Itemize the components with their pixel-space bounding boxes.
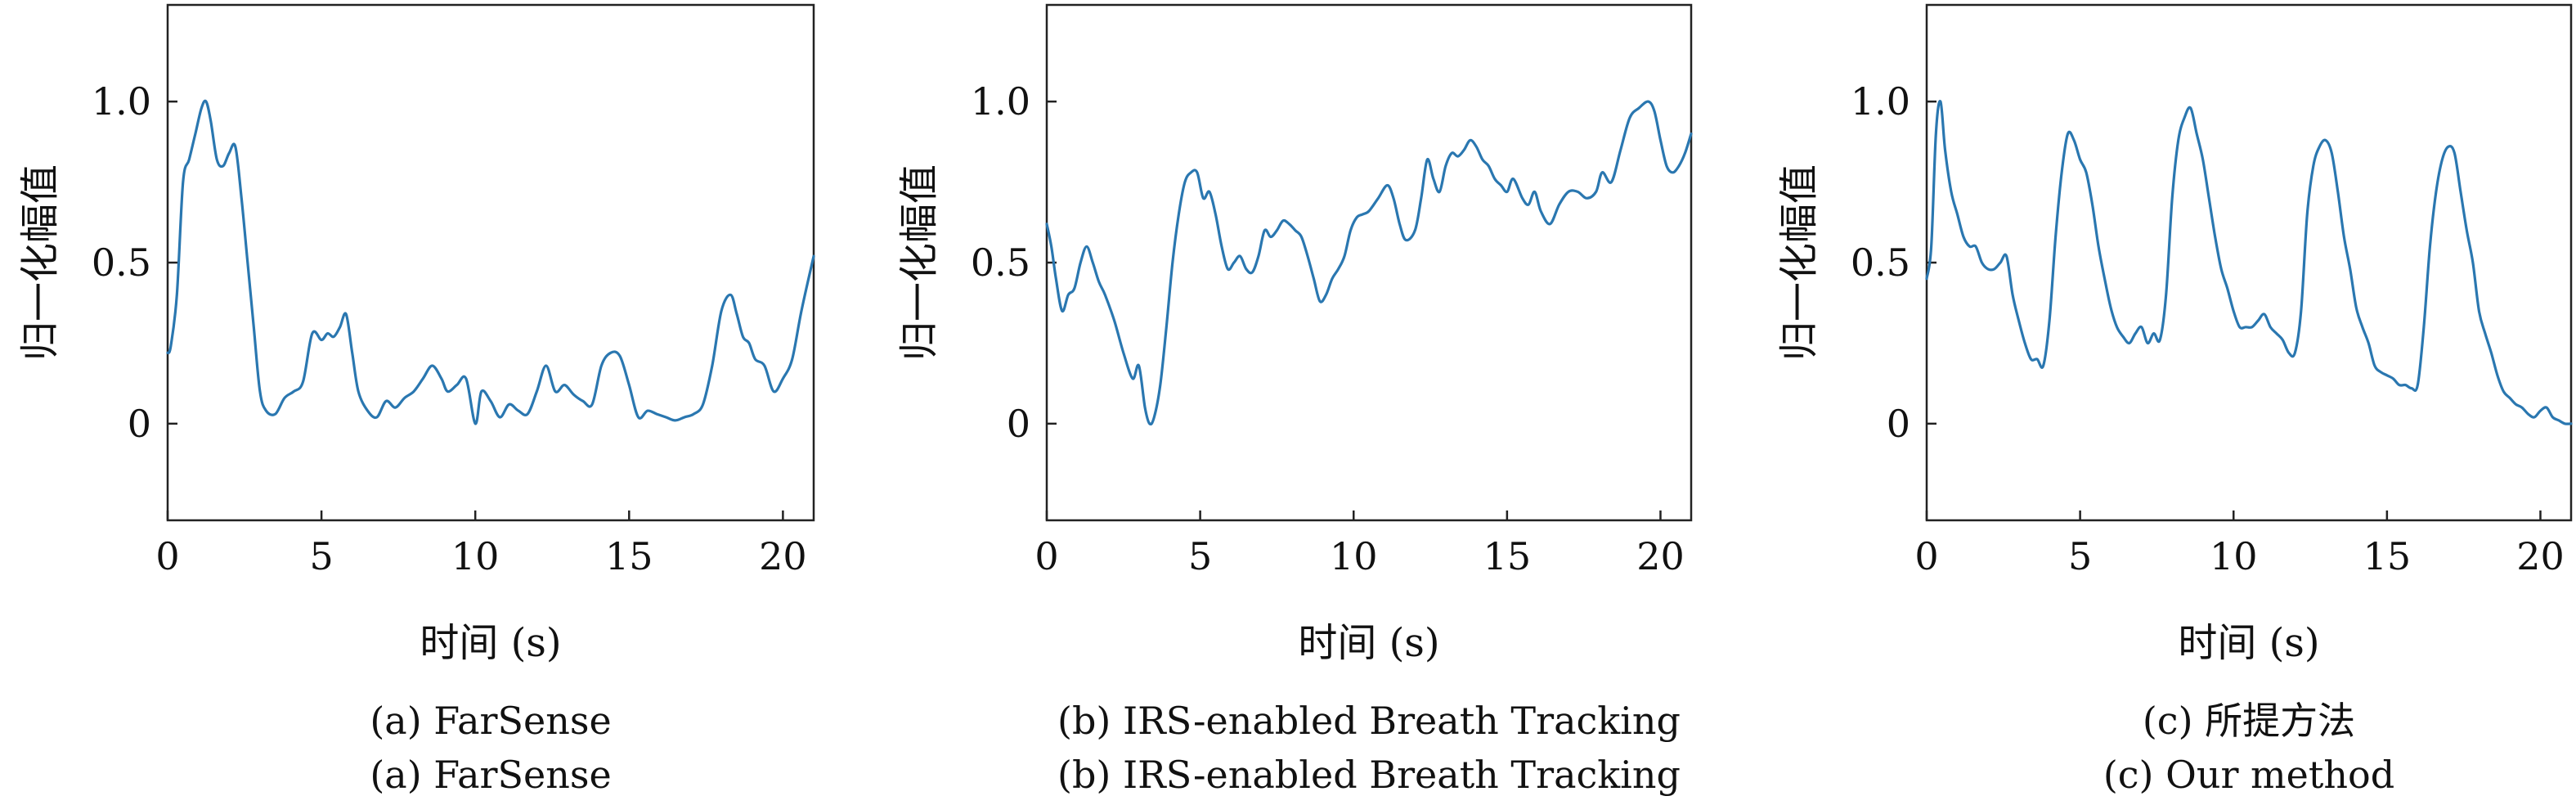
x-tick-label: 0 — [1034, 534, 1058, 578]
x-axis-label: 时间 (s) — [1298, 620, 1439, 666]
panel-caption: (b) IRS-enabled Breath Tracking — [1057, 753, 1681, 797]
x-tick-label: 5 — [1188, 534, 1212, 578]
panel-caption: (a) FarSense — [370, 753, 612, 797]
y-tick-label: 0 — [1007, 402, 1030, 446]
x-tick-label: 15 — [1483, 534, 1532, 578]
x-axis-label: 时间 (s) — [2178, 620, 2319, 666]
series-line — [166, 99, 815, 425]
y-tick-label: 0.5 — [971, 241, 1030, 285]
x-tick-label: 20 — [759, 534, 807, 578]
panel-caption: (b) IRS-enabled Breath Tracking — [1057, 699, 1681, 743]
panel-caption: (a) FarSense — [370, 699, 612, 743]
y-axis-label: 归一化幅值 — [896, 164, 942, 361]
series-line — [1925, 100, 2573, 425]
series-line — [1045, 100, 1693, 426]
panel-a: 0 5 10 15 20 0 0.5 1.0 时间 (s) 归一化幅值 — [17, 3, 815, 666]
plot-frame — [1045, 3, 1693, 522]
x-tick-label: 15 — [605, 534, 653, 578]
y-tick-label: 0 — [1887, 402, 1910, 446]
panel-caption: (c) Our method — [2103, 753, 2395, 797]
x-tick-label: 10 — [451, 534, 500, 578]
y-tick-label: 1.0 — [971, 79, 1030, 124]
y-axis-label: 归一化幅值 — [1776, 164, 1822, 361]
x-tick-label: 20 — [1636, 534, 1685, 578]
x-tick-label: 5 — [2068, 534, 2092, 578]
x-tick-label: 15 — [2363, 534, 2412, 578]
x-tick-label: 20 — [2516, 534, 2565, 578]
panel-caption: (c) 所提方法 — [2142, 699, 2356, 743]
plot-frame — [166, 3, 815, 522]
y-tick-label: 0 — [128, 402, 151, 446]
y-tick-label: 0.5 — [1851, 241, 1910, 285]
x-tick-label: 0 — [155, 534, 179, 578]
y-tick-label: 0.5 — [92, 241, 151, 285]
x-tick-label: 0 — [1914, 534, 1938, 578]
y-tick-label: 1.0 — [1851, 79, 1910, 124]
x-axis-label: 时间 (s) — [420, 620, 561, 666]
x-tick-label: 10 — [2210, 534, 2258, 578]
plot-frame — [1925, 3, 2573, 522]
x-tick-label: 5 — [309, 534, 333, 578]
panel-b: 0 5 10 15 20 0 0.5 1.0 时间 (s) 归一化幅值 — [896, 3, 1693, 666]
y-axis-label: 归一化幅值 — [17, 164, 63, 361]
panel-c: 0 5 10 15 20 0 0.5 1.0 时间 (s) 归一化幅值 — [1776, 3, 2573, 666]
y-tick-label: 1.0 — [92, 79, 151, 124]
x-tick-label: 10 — [1330, 534, 1378, 578]
